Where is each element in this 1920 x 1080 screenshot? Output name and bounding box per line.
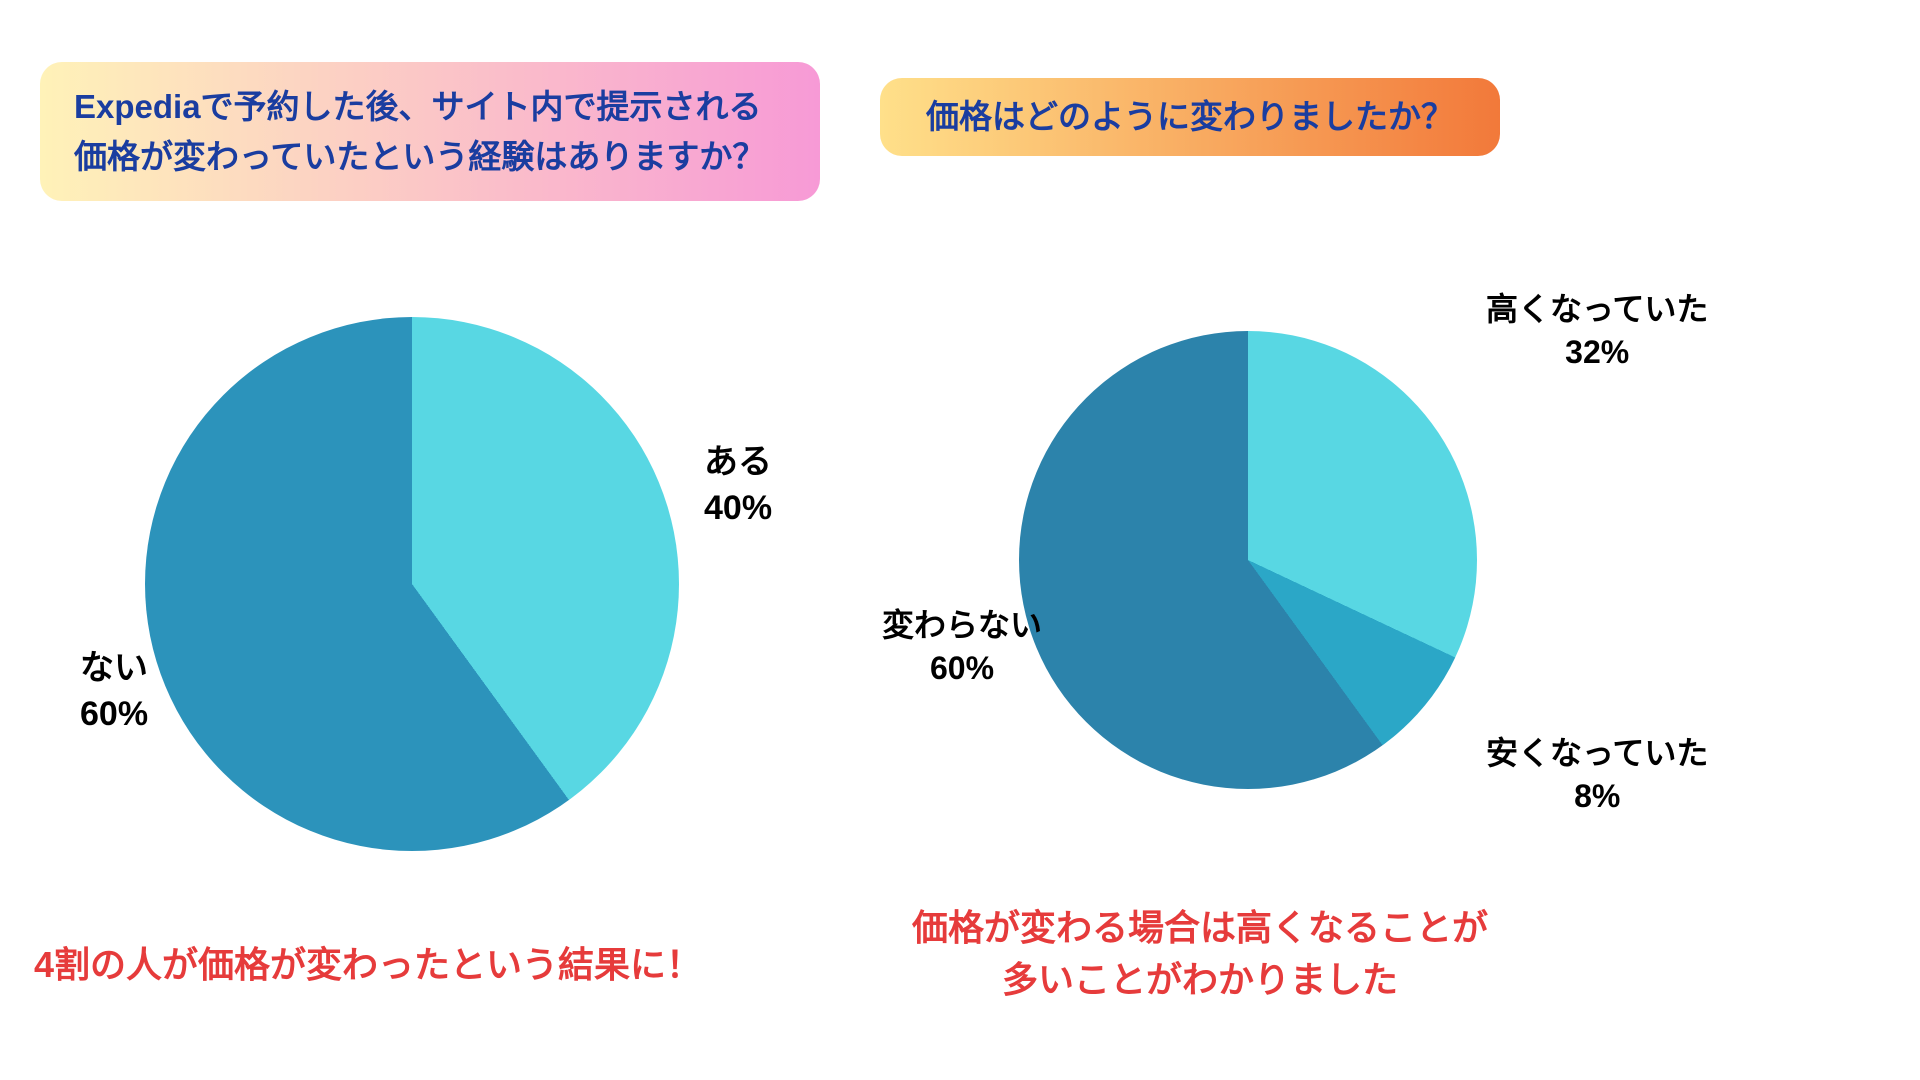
pie-chart-right [1019,331,1477,789]
caption-right-line1: 価格が変わる場合は高くなることが [912,907,1488,948]
question-right-text: 価格はどのように変わりましたか？ [926,92,1454,142]
label-value: 60% [930,650,994,686]
pie-right-label-higher: 高くなっていた 32% [1486,288,1708,374]
label-text: 変わらない [882,607,1042,643]
label-value: 40% [704,489,772,527]
pie-left-label-yes: ある 40% [704,440,772,532]
question-header-left: Expediaで予約した後、サイト内で提示される 価格が変わっていたという経験は… [40,62,820,201]
pie-chart-left [145,317,679,851]
question-left-line1: Expediaで予約した後、サイト内で提示される [74,88,762,125]
question-header-right: 価格はどのように変わりましたか？ [880,78,1500,156]
pie-left-label-no: ない 60% [80,646,148,738]
caption-right: 価格が変わる場合は高くなることが 多いことがわかりました [880,902,1520,1006]
caption-left: 4割の人が価格が変わったという結果に！ [34,936,814,988]
label-text: ある [704,443,772,481]
pie-right-label-same: 変わらない 60% [882,604,1042,690]
pie-right-label-lower: 安くなっていた 8% [1486,732,1708,818]
caption-left-text: 4割の人が価格が変わったという結果に！ [34,944,702,985]
label-text: ない [80,649,148,687]
caption-right-line2: 多いことがわかりました [1002,959,1398,1000]
label-text: 安くなっていた [1486,735,1708,771]
label-value: 8% [1574,778,1620,814]
label-value: 32% [1565,334,1629,370]
label-text: 高くなっていた [1486,291,1708,327]
label-value: 60% [80,695,148,733]
question-left-line2: 価格が変わっていたという経験はありますか？ [74,138,765,175]
